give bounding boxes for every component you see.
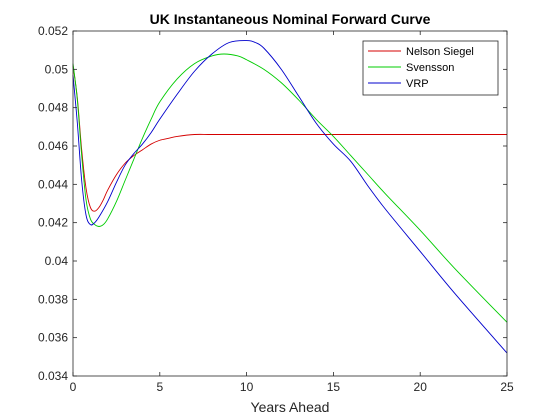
x-tick-label: 15 [327, 380, 341, 394]
y-tick-label: 0.052 [38, 24, 68, 38]
legend-label-svensson: Svensson [406, 62, 454, 74]
legend: Nelson Siegel Svensson VRP [362, 40, 499, 96]
x-tick-label: 5 [156, 380, 163, 394]
plot-frame [72, 30, 508, 377]
x-tick-label: 20 [414, 380, 428, 394]
series-line-svensson [72, 53, 508, 323]
legend-label-vrp: VRP [406, 78, 429, 90]
series-line-vrp [72, 40, 508, 354]
y-tick-label: 0.048 [38, 101, 68, 115]
y-tick-label: 0.05 [45, 62, 69, 76]
x-axis-label: Years Ahead [251, 399, 330, 415]
series-line-nelson-siegel [72, 65, 507, 212]
x-tick-label: 25 [500, 380, 514, 394]
ticks-layer: 0 5 10 15 20 25 0.034 0.036 0.038 0.04 0.042 0.044 0… [38, 24, 514, 394]
y-tick-label: 0.04 [45, 254, 69, 268]
legend-box [362, 40, 499, 96]
y-tick-label: 0.046 [38, 139, 68, 153]
y-tick-label: 0.036 [38, 331, 68, 345]
y-tick-label: 0.034 [38, 369, 68, 383]
x-tick-label: 0 [70, 380, 77, 394]
x-tick-label: 10 [240, 380, 254, 394]
y-tick-label: 0.044 [38, 177, 68, 191]
legend-label-nelson-siegel: Nelson Siegel [406, 46, 474, 58]
series-layer [72, 40, 508, 354]
y-tick-label: 0.042 [38, 216, 68, 230]
y-tick-label: 0.038 [38, 292, 68, 306]
chart-title: UK Instantaneous Nominal Forward Curve [150, 11, 431, 27]
